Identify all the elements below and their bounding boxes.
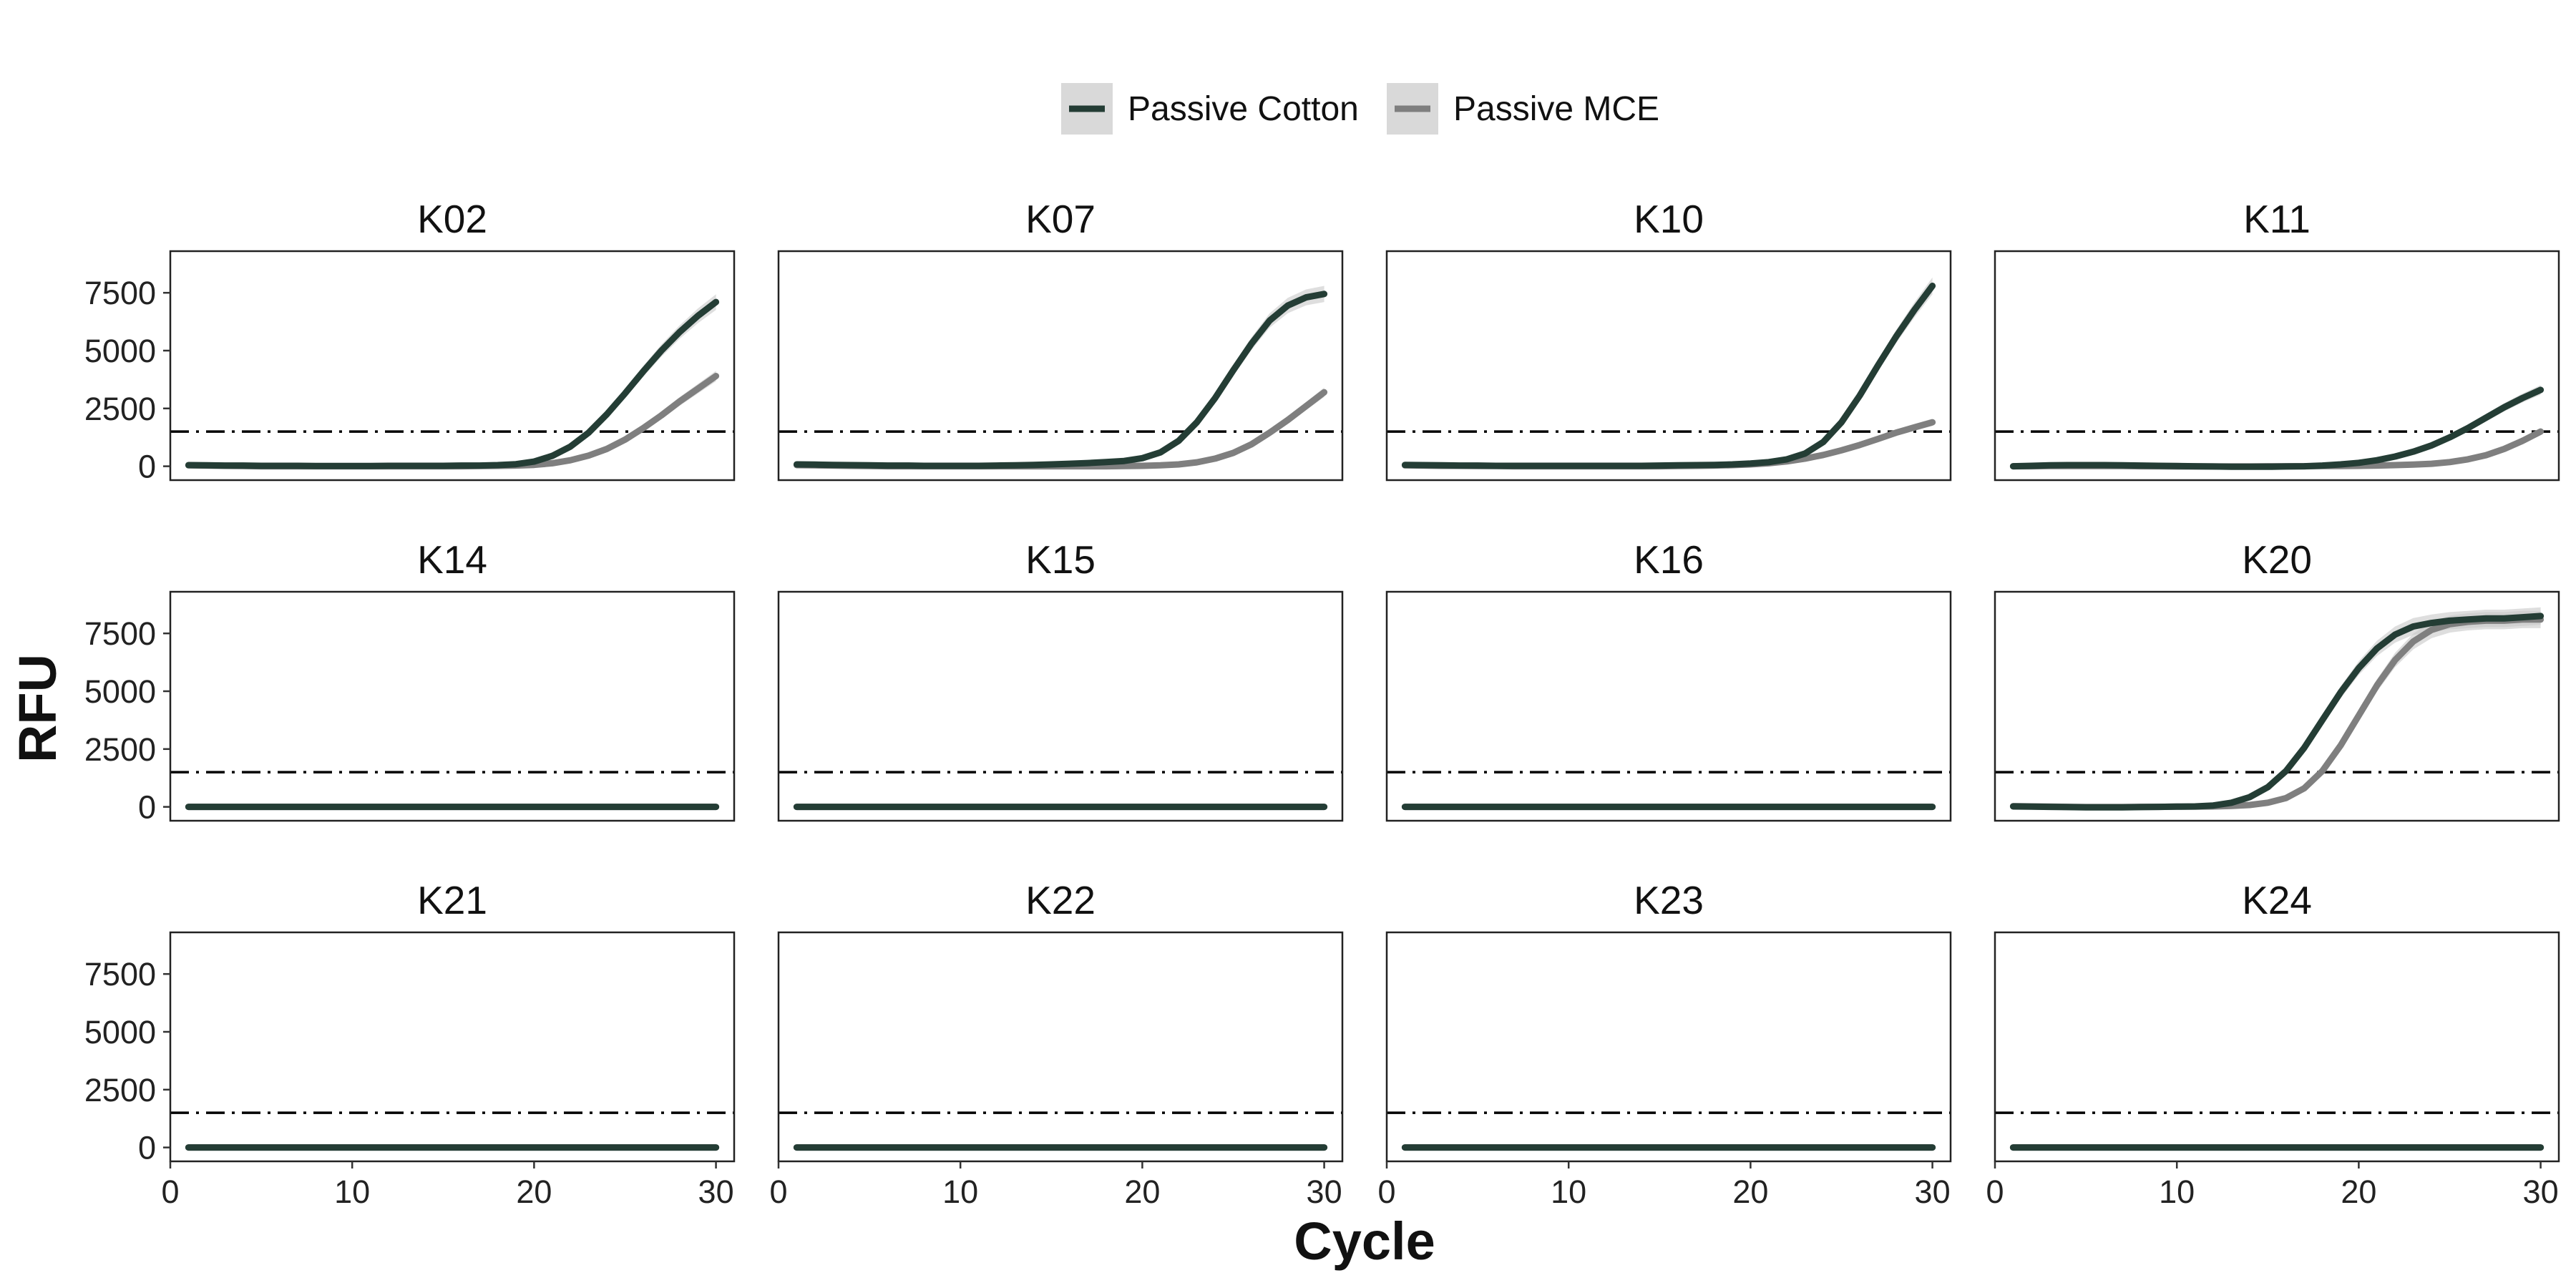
panel-border-k16 xyxy=(1385,590,1952,822)
panel-k20: K20 xyxy=(1994,537,2560,822)
panel-title-k11: K11 xyxy=(2243,197,2311,241)
x-tick-label-k22-30: 30 xyxy=(1307,1174,1342,1210)
y-tick-label-k21-5000: 5000 xyxy=(84,1014,156,1050)
panel-background-k24 xyxy=(1995,932,2559,1161)
panel-title-k16: K16 xyxy=(1634,537,1704,582)
panel-background-k23 xyxy=(1387,932,1951,1161)
panel-background-k11 xyxy=(1995,251,2559,480)
panel-title-k21: K21 xyxy=(417,878,487,922)
y-tick-label-k02-7500: 7500 xyxy=(84,275,156,311)
legend-label-passive-cotton: Passive Cotton xyxy=(1128,90,1359,128)
y-tick-label-k14-7500: 7500 xyxy=(84,615,156,652)
panel-border-k14 xyxy=(169,590,736,822)
x-tick-label-k22-10: 10 xyxy=(942,1174,978,1210)
panel-k11: K11 xyxy=(1994,197,2560,482)
panel-border-k24 xyxy=(1994,931,2560,1163)
y-axis-title: RFU xyxy=(8,654,67,763)
legend: Passive Cotton Passive MCE xyxy=(1061,83,1659,135)
panel-grid: K02 0 2500 5000 7500 K07 K10 K11 K14 0 2500 5000 750… xyxy=(84,197,2560,1210)
x-tick-label-k24-0: 0 xyxy=(1986,1174,2004,1210)
x-axis-title: Cycle xyxy=(1294,1211,1435,1271)
panel-border-k15 xyxy=(777,590,1344,822)
x-tick-label-k23-30: 30 xyxy=(1915,1174,1951,1210)
x-tick-label-k24-10: 10 xyxy=(2159,1174,2195,1210)
y-tick-label-k14-0: 0 xyxy=(138,789,156,826)
panel-title-k10: K10 xyxy=(1634,197,1704,241)
x-tick-label-k23-0: 0 xyxy=(1377,1174,1395,1210)
y-tick-label-k21-0: 0 xyxy=(138,1130,156,1166)
panel-background-k16 xyxy=(1387,592,1951,821)
panel-border-k22 xyxy=(777,931,1344,1163)
panel-background-k02 xyxy=(170,251,734,480)
series-line-k10-passive-cotton xyxy=(1401,283,1936,469)
legend-label-passive-mce: Passive MCE xyxy=(1453,90,1659,128)
panel-background-k14 xyxy=(170,592,734,821)
panel-title-k15: K15 xyxy=(1025,537,1096,582)
panel-k24: K24 0 10 20 30 xyxy=(1986,878,2560,1210)
x-tick-label-k21-20: 20 xyxy=(516,1174,552,1210)
y-tick-label-k02-5000: 5000 xyxy=(84,333,156,369)
y-tick-label-k21-7500: 7500 xyxy=(84,956,156,992)
panel-border-k07 xyxy=(777,250,1344,482)
panel-title-k07: K07 xyxy=(1025,197,1096,241)
panel-background-k15 xyxy=(779,592,1342,821)
x-tick-label-k21-30: 30 xyxy=(698,1174,734,1210)
panel-title-k14: K14 xyxy=(417,537,487,582)
panel-k14: K14 0 2500 5000 7500 xyxy=(84,537,736,826)
panel-k23: K23 0 10 20 30 xyxy=(1377,878,1952,1210)
x-tick-label-k24-20: 20 xyxy=(2341,1174,2376,1210)
panel-k07: K07 xyxy=(777,197,1344,482)
x-tick-label-k23-10: 10 xyxy=(1551,1174,1586,1210)
panel-background-k10 xyxy=(1387,251,1951,480)
panel-title-k02: K02 xyxy=(417,197,487,241)
panel-title-k22: K22 xyxy=(1025,878,1096,922)
panel-border-k11 xyxy=(1994,250,2560,482)
panel-background-k22 xyxy=(779,932,1342,1161)
panel-title-k20: K20 xyxy=(2242,537,2312,582)
series-line-k02-passive-cotton xyxy=(185,298,720,469)
x-tick-label-k22-20: 20 xyxy=(1124,1174,1160,1210)
panel-k02: K02 0 2500 5000 7500 xyxy=(84,197,736,485)
panel-title-k23: K23 xyxy=(1634,878,1704,922)
series-line-k20-passive-cotton xyxy=(2009,613,2545,811)
x-tick-label-k24-30: 30 xyxy=(2523,1174,2559,1210)
panel-background-k21 xyxy=(170,932,734,1161)
panel-border-k10 xyxy=(1385,250,1952,482)
series-line-k11-passive-cotton xyxy=(2009,386,2545,470)
x-tick-label-k21-0: 0 xyxy=(161,1174,179,1210)
x-tick-label-k21-10: 10 xyxy=(334,1174,370,1210)
panel-border-k20 xyxy=(1994,590,2560,822)
y-tick-label-k02-0: 0 xyxy=(138,449,156,485)
panel-k22: K22 0 10 20 30 xyxy=(769,878,1344,1210)
y-tick-label-k14-2500: 2500 xyxy=(84,731,156,768)
panel-background-k07 xyxy=(779,251,1342,480)
panel-k10: K10 xyxy=(1385,197,1952,482)
y-tick-label-k21-2500: 2500 xyxy=(84,1072,156,1108)
panel-border-k23 xyxy=(1385,931,1952,1163)
x-tick-label-k22-0: 0 xyxy=(769,1174,787,1210)
series-line-k07-passive-cotton xyxy=(793,291,1328,469)
y-tick-label-k02-2500: 2500 xyxy=(84,391,156,427)
panel-k21: K21 0 2500 5000 7500 0 10 20 30 xyxy=(84,878,736,1210)
panel-border-k02 xyxy=(169,250,736,482)
panel-title-k24: K24 xyxy=(2242,878,2312,922)
x-tick-label-k23-20: 20 xyxy=(1732,1174,1768,1210)
y-tick-label-k14-5000: 5000 xyxy=(84,673,156,710)
panel-k15: K15 xyxy=(777,537,1344,822)
panel-border-k21 xyxy=(169,931,736,1163)
panel-k16: K16 xyxy=(1385,537,1952,822)
